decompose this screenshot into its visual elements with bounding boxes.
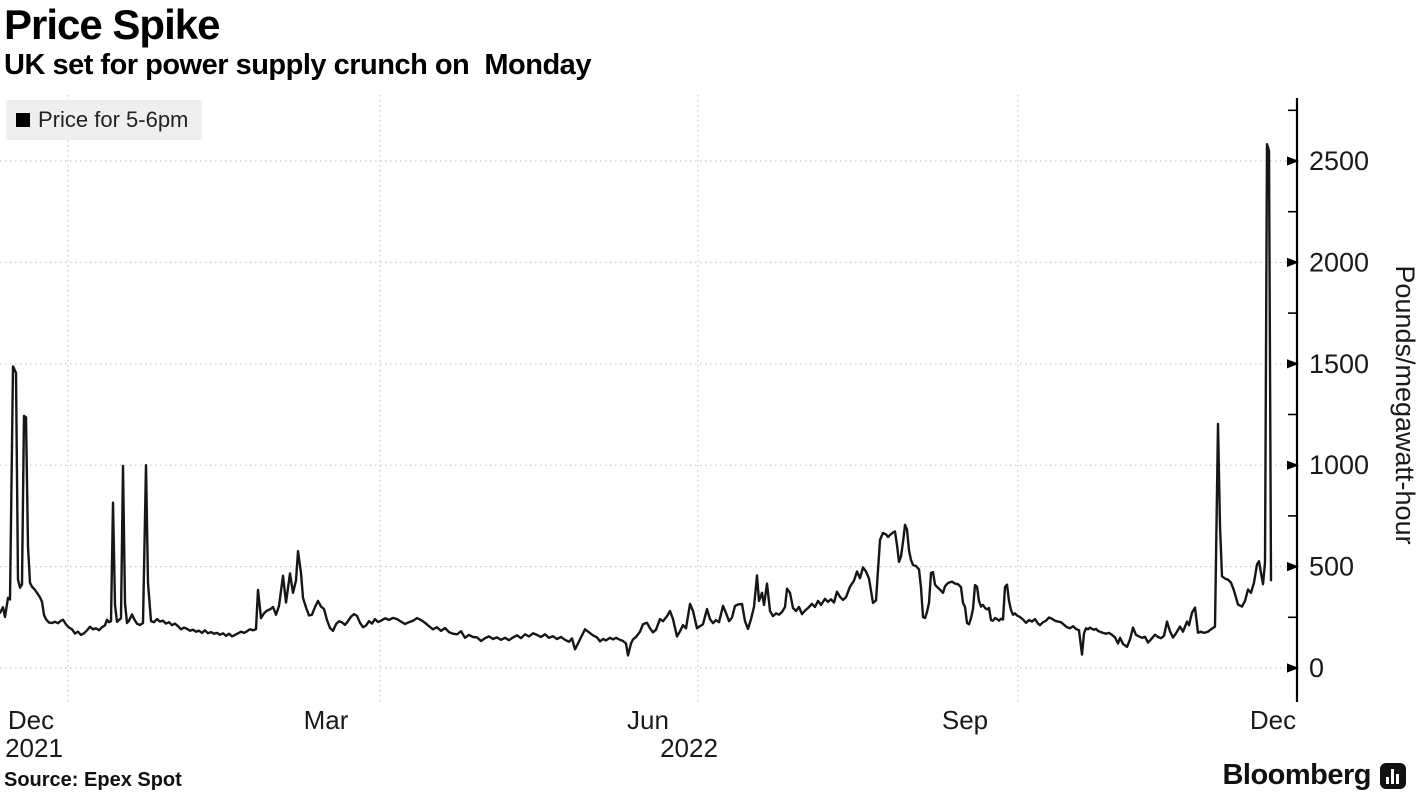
chart-subtitle: UK set for power supply crunch on Monday bbox=[4, 49, 591, 82]
x-tick-label: Dec bbox=[8, 705, 54, 735]
x-tick-label: Sep bbox=[942, 705, 988, 735]
bloomberg-wordmark: Bloomberg bbox=[1222, 759, 1371, 791]
y-tick-label: 0 bbox=[1309, 653, 1324, 683]
x-tick-label: Mar bbox=[304, 705, 349, 735]
y-axis-title: Pounds/megawatt-hour bbox=[1390, 265, 1418, 544]
y-major-tick-arrow bbox=[1287, 663, 1299, 673]
y-major-tick-arrow bbox=[1287, 156, 1299, 166]
x-tick-label: Jun bbox=[627, 705, 669, 735]
x-tick-label: Dec bbox=[1250, 705, 1296, 735]
bloomberg-bar-chart-icon bbox=[1380, 762, 1406, 789]
y-major-tick-arrow bbox=[1287, 562, 1299, 572]
source-note: Source: Epex Spot bbox=[4, 769, 182, 791]
y-tick-label: 500 bbox=[1309, 552, 1354, 582]
y-major-tick-arrow bbox=[1287, 257, 1299, 267]
x-tick-label: 2022 bbox=[660, 733, 718, 763]
chart-title: Price Spike bbox=[4, 1, 220, 48]
chart-header: Price Spike UK set for power supply crun… bbox=[4, 2, 591, 82]
bloomberg-branding: Bloomberg bbox=[1222, 759, 1406, 792]
y-tick-label: 2000 bbox=[1309, 247, 1369, 277]
y-major-tick-arrow bbox=[1287, 460, 1299, 470]
x-tick-label: 2021 bbox=[5, 733, 63, 763]
price-series-line bbox=[0, 142, 1273, 657]
legend-swatch-icon bbox=[16, 113, 30, 127]
legend: Price for 5-6pm bbox=[6, 100, 203, 140]
y-tick-label: 1500 bbox=[1309, 349, 1369, 379]
y-tick-label: 1000 bbox=[1309, 450, 1369, 480]
y-major-tick-arrow bbox=[1287, 359, 1299, 369]
legend-label: Price for 5-6pm bbox=[38, 107, 189, 132]
y-tick-label: 2500 bbox=[1309, 146, 1369, 176]
